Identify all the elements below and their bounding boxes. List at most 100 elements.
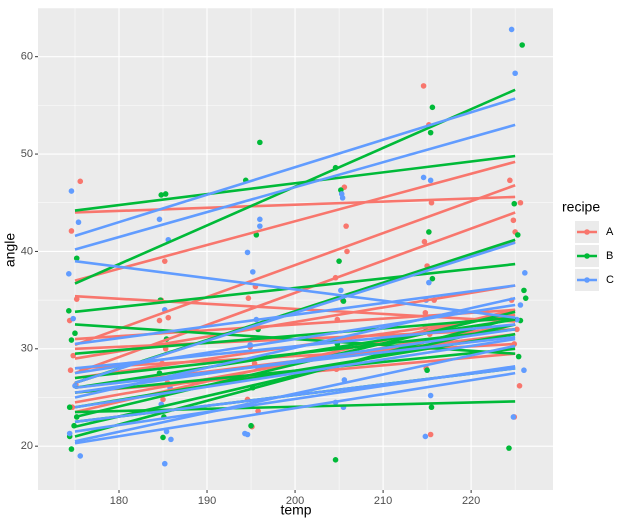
point (161, 460, 168, 467)
x-axis-title: temp (280, 502, 311, 518)
x-tick-label: 220 (462, 495, 480, 507)
y-axis-title: angle (2, 233, 18, 267)
point (248, 422, 254, 429)
point (420, 174, 427, 181)
point (427, 129, 434, 136)
fit-line (74, 371, 516, 445)
y-tick-label: 40 (21, 245, 33, 257)
fit-line (74, 241, 516, 385)
fit-line (74, 284, 516, 346)
point (510, 217, 517, 224)
point (429, 275, 436, 282)
legend-title: recipe (562, 199, 600, 215)
point (156, 216, 163, 223)
point (158, 192, 165, 198)
point (422, 309, 429, 316)
legend-label: C (606, 274, 614, 286)
point (255, 408, 261, 414)
point (344, 248, 350, 255)
point (66, 271, 72, 277)
fit-line (74, 123, 516, 251)
point (68, 337, 75, 343)
fit-line (74, 97, 516, 238)
point (70, 315, 77, 322)
point (257, 139, 263, 146)
point (515, 353, 522, 360)
fit-line (74, 323, 516, 370)
fit-line (74, 335, 516, 390)
point (162, 191, 169, 197)
legend-label: B (606, 250, 613, 262)
point (514, 232, 521, 238)
point (511, 200, 518, 207)
point (421, 238, 428, 245)
point (257, 223, 263, 229)
point (73, 296, 80, 302)
point (336, 258, 342, 264)
point (517, 302, 524, 308)
fit-line (74, 154, 516, 212)
legend: recipe ABC (562, 199, 614, 291)
point (427, 431, 434, 438)
fit-line (74, 310, 516, 419)
point (428, 199, 435, 206)
point (160, 434, 166, 441)
point (429, 104, 436, 111)
point (426, 229, 432, 235)
x-tick-label: 190 (198, 495, 216, 507)
point (516, 383, 523, 389)
point (521, 287, 527, 294)
point (67, 367, 74, 374)
point (506, 445, 512, 451)
y-tick-label: 30 (21, 343, 33, 355)
point (522, 270, 528, 276)
point (426, 279, 432, 286)
x-tick-label: 210 (374, 495, 392, 507)
point (165, 314, 172, 321)
fit-line (74, 328, 516, 380)
axes: 180 190 200 210 220 20 30 40 50 60 (21, 51, 481, 507)
point (70, 352, 77, 359)
point (338, 287, 344, 294)
y-tick-label: 20 (21, 440, 33, 452)
legend-point (584, 229, 590, 235)
point (508, 26, 515, 33)
y-tick-label: 60 (21, 51, 33, 63)
point (66, 430, 73, 437)
point (250, 269, 256, 275)
fit-line (74, 160, 516, 282)
fit-line (74, 195, 516, 214)
point (343, 223, 349, 229)
fit-line (74, 316, 516, 355)
point (519, 42, 525, 48)
point (245, 295, 252, 301)
point (424, 367, 430, 374)
fit-line (74, 400, 516, 414)
point (428, 404, 435, 411)
fit-line (74, 366, 516, 424)
fit-line (74, 259, 516, 319)
point (160, 396, 166, 403)
point (161, 258, 168, 264)
point (257, 216, 263, 223)
point (156, 317, 163, 324)
x-tick-label: 180 (110, 495, 128, 507)
point (522, 295, 529, 301)
point (244, 249, 251, 256)
y-tick-label: 50 (21, 148, 33, 160)
legend-label: A (606, 226, 614, 238)
fit-line (74, 344, 516, 443)
point (77, 178, 84, 185)
point (66, 404, 73, 411)
point (514, 316, 520, 323)
point (253, 232, 260, 238)
grid (38, 7, 553, 490)
point (244, 431, 251, 438)
point (68, 188, 75, 194)
point (66, 308, 72, 314)
point (517, 199, 524, 206)
point (75, 219, 82, 226)
point (510, 414, 517, 420)
point (332, 457, 339, 463)
